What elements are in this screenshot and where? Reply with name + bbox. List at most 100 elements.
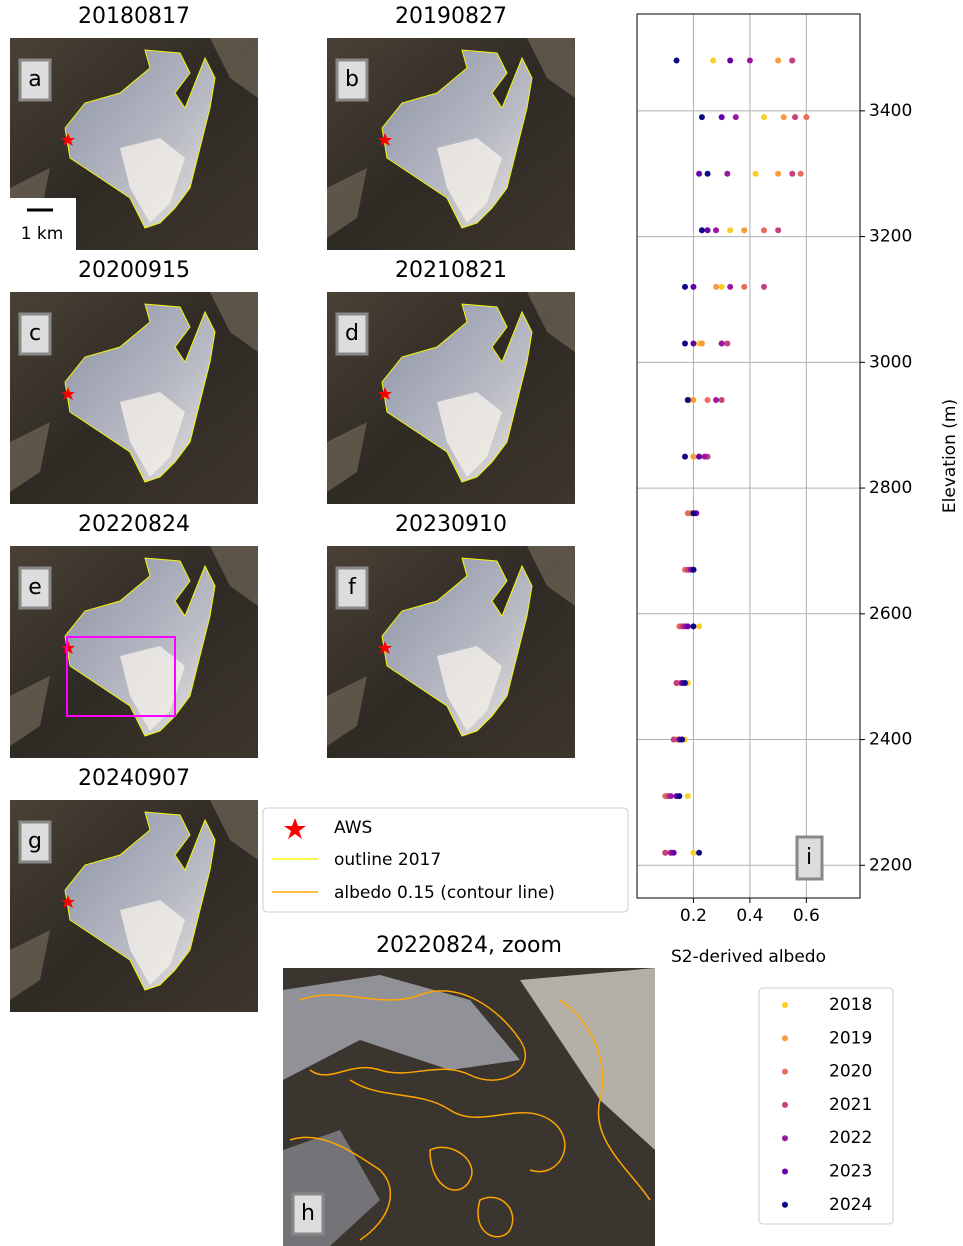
point <box>684 623 691 630</box>
point <box>780 114 787 121</box>
point <box>727 283 734 290</box>
point <box>704 227 711 234</box>
panel-title: 20180817 <box>78 4 190 29</box>
point <box>698 340 705 347</box>
point <box>681 453 688 460</box>
point <box>670 849 677 856</box>
legend-marker <box>782 1035 788 1042</box>
panel-title: 20190827 <box>395 4 507 29</box>
panel-label: h <box>301 1201 315 1226</box>
point <box>710 57 717 64</box>
legend-label: outline 2017 <box>334 850 441 870</box>
point <box>690 849 697 856</box>
point <box>789 170 796 177</box>
panel-title: 20210821 <box>395 258 507 283</box>
point <box>727 57 734 64</box>
point <box>698 114 705 121</box>
point <box>679 736 686 743</box>
legend-label: AWS <box>334 818 372 838</box>
point <box>698 227 705 234</box>
point <box>704 170 711 177</box>
point <box>803 114 810 121</box>
point <box>727 227 734 234</box>
label-box <box>795 835 824 881</box>
panel-label: d <box>345 321 359 346</box>
legend-label: 2018 <box>829 995 872 1015</box>
y-tick-label: 3200 <box>869 227 912 247</box>
point <box>732 114 739 121</box>
legend-box <box>758 987 894 1225</box>
point <box>690 283 697 290</box>
y-tick-label: 3000 <box>869 352 912 372</box>
label-box <box>18 566 52 610</box>
legend-box <box>262 807 629 913</box>
panel-label: e <box>28 575 42 600</box>
legend-marker <box>782 1101 788 1108</box>
point <box>741 227 748 234</box>
legend-label: 2023 <box>829 1162 872 1182</box>
label-box <box>335 312 369 356</box>
albedo-chart: 0.2 0.4 0.6 2200 2400 2600 2800 3000 3200 3400 i S2… <box>636 13 960 1225</box>
legend-marker <box>782 1168 788 1175</box>
x-tick-label: 0.6 <box>793 906 820 926</box>
plot-frame <box>636 13 861 899</box>
legend-marker <box>782 1201 788 1208</box>
point <box>718 340 725 347</box>
point <box>724 340 731 347</box>
point <box>724 170 731 177</box>
point <box>792 114 799 121</box>
point <box>684 793 691 800</box>
y-tick-label: 2600 <box>869 604 912 624</box>
point <box>690 566 697 573</box>
panel-label: c <box>29 321 41 346</box>
x-tick-label: 0.4 <box>736 906 763 926</box>
point <box>696 453 703 460</box>
point <box>673 679 680 686</box>
panel-label: b <box>345 67 359 92</box>
point <box>775 227 782 234</box>
legend-label: albedo 0.15 (contour line) <box>334 883 555 903</box>
x-axis-label: S2-derived albedo <box>671 947 826 967</box>
panel-title: 20220824, zoom <box>376 933 562 958</box>
point <box>704 397 711 404</box>
point <box>761 283 768 290</box>
aws-marker <box>284 818 306 839</box>
point <box>690 397 697 404</box>
point <box>741 283 748 290</box>
panel-title: 20200915 <box>78 258 190 283</box>
point <box>752 170 759 177</box>
legend-label: 2024 <box>829 1195 872 1215</box>
point <box>797 170 804 177</box>
point <box>718 114 725 121</box>
y-tick-label: 2400 <box>869 730 912 750</box>
point <box>696 849 703 856</box>
label-box <box>18 820 52 864</box>
point <box>676 793 683 800</box>
y-axis-label: Elevation (m) <box>940 399 960 513</box>
y-tick-label: 2800 <box>869 478 912 498</box>
scale-box <box>10 198 76 250</box>
point <box>696 170 703 177</box>
label-box <box>18 58 52 102</box>
point <box>696 623 703 630</box>
label-box <box>18 312 52 356</box>
point <box>690 340 697 347</box>
point <box>713 397 720 404</box>
legend-marker <box>782 1068 788 1075</box>
legend-label: 2019 <box>829 1028 872 1048</box>
point <box>690 510 697 517</box>
point <box>746 57 753 64</box>
panel-label: a <box>28 67 41 92</box>
panel-label: i <box>806 845 812 870</box>
legend-label: 2021 <box>829 1095 872 1115</box>
point <box>667 793 674 800</box>
point <box>775 170 782 177</box>
label-box <box>335 566 369 610</box>
map-legend: AWS outline 2017 albedo 0.15 (contour li… <box>262 807 629 913</box>
legend-label: 2022 <box>829 1128 872 1148</box>
point <box>662 849 669 856</box>
point <box>670 736 677 743</box>
scale-label: 1 km <box>21 224 64 244</box>
panel-title: 20220824 <box>78 512 190 537</box>
